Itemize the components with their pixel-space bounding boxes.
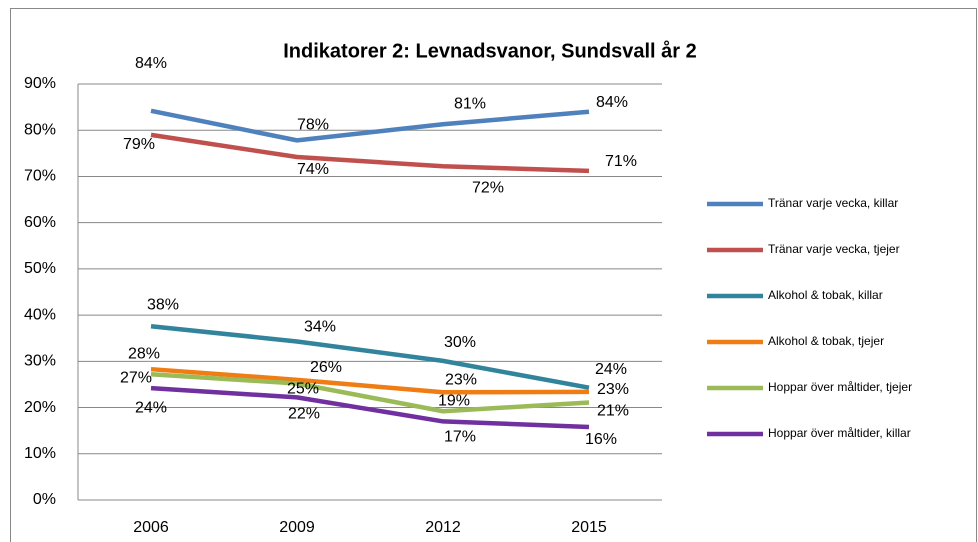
y-tick-label: 50% bbox=[24, 260, 56, 277]
data-label: 19% bbox=[438, 392, 470, 409]
legend-label: Alkohol & tobak, killar bbox=[768, 288, 883, 302]
data-label: 74% bbox=[297, 161, 329, 178]
y-tick-label: 40% bbox=[24, 306, 56, 323]
data-label: 27% bbox=[120, 369, 152, 386]
data-label: 21% bbox=[597, 403, 629, 420]
series-line bbox=[150, 385, 590, 430]
data-label: 84% bbox=[596, 94, 628, 111]
data-label: 34% bbox=[304, 319, 336, 336]
data-label: 24% bbox=[595, 361, 627, 378]
legend-label: Tränar varje vecka, killar bbox=[768, 196, 898, 210]
data-label: 17% bbox=[444, 429, 476, 446]
x-tick-label: 2006 bbox=[133, 519, 169, 536]
legend-label: Alkohol & tobak, tjejer bbox=[768, 334, 884, 348]
x-tick-label: 2009 bbox=[279, 519, 315, 536]
legend-label: Hoppar över måltider, killar bbox=[768, 426, 911, 440]
chart-title: Indikatorer 2: Levnadsvanor, Sundsvall å… bbox=[283, 39, 697, 62]
series-line bbox=[150, 372, 590, 414]
data-label: 79% bbox=[123, 136, 155, 153]
y-tick-label: 90% bbox=[24, 75, 56, 92]
data-label: 23% bbox=[597, 381, 629, 398]
y-tick-label: 0% bbox=[33, 491, 56, 508]
legend-label: Hoppar över måltider, tjejer bbox=[768, 380, 912, 394]
y-tick-label: 10% bbox=[24, 445, 56, 462]
legend-label: Tränar varje vecka, tjejer bbox=[768, 242, 900, 256]
series-line bbox=[150, 132, 590, 174]
x-tick-label: 2015 bbox=[571, 519, 607, 536]
data-label: 72% bbox=[472, 179, 504, 196]
data-label: 23% bbox=[445, 372, 477, 389]
data-label: 28% bbox=[128, 345, 160, 362]
data-label: 71% bbox=[605, 153, 637, 170]
y-tick-label: 20% bbox=[24, 399, 56, 416]
data-label: 25% bbox=[287, 381, 319, 398]
series-line bbox=[150, 108, 590, 143]
data-label: 84% bbox=[135, 55, 167, 72]
y-tick-label: 70% bbox=[24, 168, 56, 185]
data-label: 26% bbox=[310, 359, 342, 376]
series-line bbox=[150, 366, 590, 395]
data-label: 22% bbox=[288, 406, 320, 423]
x-tick-label: 2012 bbox=[425, 519, 461, 536]
data-label: 30% bbox=[444, 334, 476, 351]
chart-border bbox=[10, 8, 977, 542]
data-label: 81% bbox=[454, 95, 486, 112]
y-tick-label: 80% bbox=[24, 121, 56, 138]
data-label: 24% bbox=[135, 399, 167, 416]
data-label: 78% bbox=[297, 117, 329, 134]
data-label: 38% bbox=[147, 296, 179, 313]
y-tick-label: 30% bbox=[24, 353, 56, 370]
y-tick-label: 60% bbox=[24, 214, 56, 231]
series-line bbox=[150, 323, 590, 390]
data-label: 16% bbox=[585, 431, 617, 448]
